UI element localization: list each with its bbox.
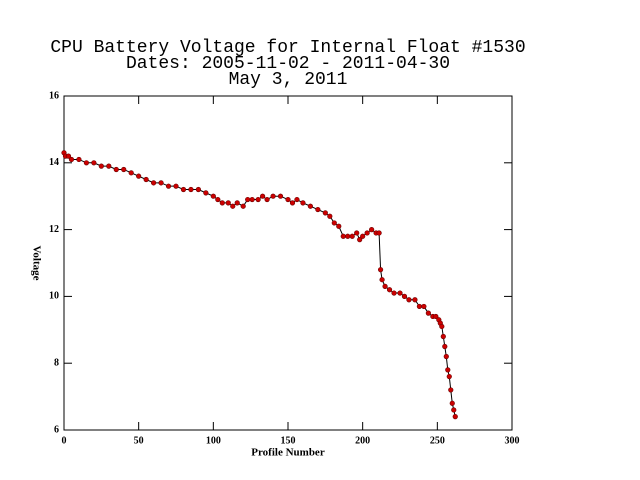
data-point [425, 310, 431, 316]
data-point [91, 160, 97, 166]
data-point [354, 230, 360, 236]
data-point [397, 290, 403, 296]
x-tick-label: 100 [206, 435, 221, 446]
data-point [180, 186, 187, 193]
data-point [349, 233, 355, 239]
x-tick-label: 0 [62, 435, 67, 446]
x-tick-label: 50 [134, 435, 144, 446]
data-point [65, 153, 72, 159]
data-point [440, 333, 446, 340]
data-point [360, 233, 366, 239]
x-tick-label: 200 [355, 435, 370, 446]
data-point [421, 303, 427, 310]
data-point [376, 230, 382, 236]
data-point [136, 173, 142, 179]
data-point [340, 233, 346, 239]
x-tick-label: 150 [281, 435, 296, 446]
data-point [83, 160, 89, 166]
data-point [391, 290, 397, 296]
data-point [195, 186, 201, 193]
y-tick-label: 8 [54, 357, 59, 368]
data-point [255, 196, 261, 203]
data-point [357, 237, 363, 243]
data-point [68, 156, 75, 163]
y-tick-label: 14 [49, 157, 59, 168]
data-point [215, 196, 221, 203]
data-point [240, 203, 246, 209]
data-point [249, 196, 255, 203]
data-point [230, 203, 236, 209]
data-point [386, 287, 393, 293]
data-point [264, 196, 270, 203]
data-point [307, 203, 314, 209]
data-point [260, 193, 266, 199]
data-point [412, 297, 418, 303]
data-point [439, 323, 445, 330]
data-point [322, 210, 328, 216]
y-tick-label: 6 [54, 424, 59, 435]
data-point [443, 353, 449, 360]
data-point [336, 223, 342, 229]
x-axis-label: Profile Number [251, 447, 325, 459]
data-line [63, 152, 456, 417]
data-point [331, 220, 337, 226]
data-point [121, 166, 127, 173]
data-point [106, 163, 112, 169]
data-point [406, 297, 412, 303]
x-tick-label: 300 [505, 435, 520, 446]
data-point [315, 206, 321, 213]
chart-title: CPU Battery Voltage for Internal Float #… [50, 38, 525, 58]
data-point [445, 367, 451, 373]
data-point [158, 180, 164, 186]
data-point [151, 180, 157, 186]
data-point [113, 166, 119, 173]
data-point [369, 227, 375, 233]
data-point [285, 196, 291, 203]
data-point [245, 196, 251, 203]
y-axis-label: Voltage [30, 245, 42, 280]
chart-date: May 3, 2011 [229, 70, 348, 90]
data-point [377, 267, 384, 273]
data-point [433, 313, 439, 320]
data-point [451, 407, 457, 413]
data-point [76, 156, 82, 163]
data-point [128, 170, 134, 176]
chart-subtitle: Dates: 2005-11-02 - 2011-04-30 [126, 54, 450, 74]
data-point [210, 193, 216, 199]
y-tick-label: 16 [49, 90, 59, 101]
data-point [277, 193, 284, 199]
data-point [345, 233, 351, 239]
data-point [364, 230, 370, 236]
data-point [416, 303, 423, 310]
data-point [270, 193, 276, 199]
data-point [188, 186, 194, 193]
data-point [173, 183, 179, 189]
data-point [446, 373, 452, 380]
y-tick-label: 12 [49, 224, 59, 235]
data-point [203, 190, 209, 196]
data-point [379, 277, 385, 283]
data-point [219, 200, 225, 206]
data-point [234, 200, 240, 206]
data-point [225, 200, 231, 206]
data-point [165, 183, 172, 189]
x-tick-label: 250 [430, 435, 445, 446]
data-point [448, 387, 454, 393]
data-point [143, 176, 149, 183]
data-point [98, 163, 104, 169]
y-tick-label: 10 [49, 291, 59, 302]
data-point [289, 200, 296, 206]
data-point [382, 283, 388, 289]
data-point [401, 293, 408, 300]
data-point [442, 343, 448, 350]
data-point [300, 200, 306, 206]
data-point [294, 196, 300, 203]
data-point [452, 414, 458, 420]
data-point [449, 400, 455, 406]
data-point [327, 213, 333, 219]
